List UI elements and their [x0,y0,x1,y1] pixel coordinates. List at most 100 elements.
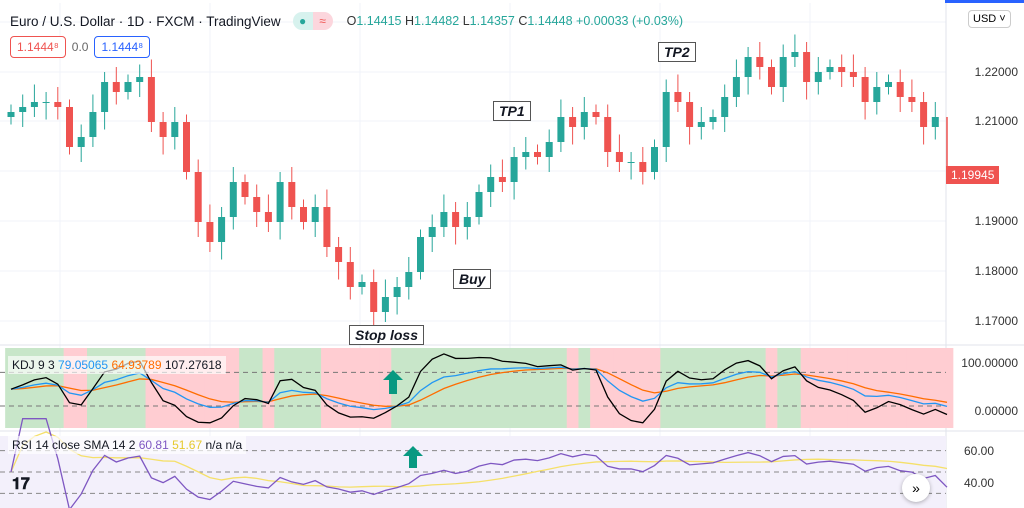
candle-body [440,212,448,227]
candle-body [803,52,811,82]
candle-body [89,112,97,137]
kdj-bg-zone [789,348,802,428]
kdj-bg-zone [777,348,790,428]
sell-button[interactable]: 1.1444⁸ [10,36,66,58]
candle-body [19,107,27,112]
kdj-bg-zone [250,348,264,428]
kdj-bg-zone [835,348,849,428]
candle-body [721,97,729,117]
kdj-bg-zone [824,348,837,428]
trade-buttons: 1.1444⁸ 0.0 1.1444⁸ [10,36,151,58]
candle-body [861,77,869,102]
currency-select[interactable]: USD ˅ [968,10,1011,28]
candle-body [838,67,846,72]
kdj-bg-zone [508,348,521,428]
candle-body [744,57,752,77]
candle-body [300,207,307,222]
kdj-bg-zone [519,348,533,428]
kdj-bg-zone [367,348,381,428]
status-icon: ≈ [312,12,333,30]
kdj-bg-zone [894,348,907,428]
candle-body [54,102,62,107]
candle-body [873,87,881,102]
kdj-tick: 0.00000 [974,404,1018,418]
kdj-bg-zone [906,348,919,428]
kdj-bg-zone [765,348,778,428]
tp2-label[interactable]: TP2 [658,42,696,62]
candle-body [194,172,202,222]
candle-body [475,192,483,217]
kdj-bg-zone [636,348,650,428]
kdj-bg-zone [274,348,287,428]
kdj-bg-zone [227,348,240,428]
buy-button[interactable]: 1.1444⁸ [94,36,151,58]
kdj-bg-zone [531,348,544,428]
stop-loss-label[interactable]: Stop loss [349,325,425,345]
candle-body [627,162,635,163]
kdj-k-line [10,366,948,411]
kdj-bg-zone [800,348,813,428]
candle-body [662,92,670,147]
kdj-bg-zone [870,348,884,428]
candle-body [183,122,190,172]
rsi-line [10,418,948,508]
candle-body [814,72,822,82]
candle-body [732,77,740,97]
kdj-bg-zone [426,348,439,428]
top-accent [945,0,1024,3]
candle-body [896,82,904,97]
kdj-bg-zone [695,348,708,428]
kdj-bg-zone [882,348,895,428]
kdj-bg-zone [648,348,661,428]
candle-body [522,152,530,157]
candle-body [920,102,928,127]
candle-body [580,112,588,127]
kdj-bg-zone [285,348,299,428]
arrow-up-icon [383,370,403,394]
kdj-bg-zone [332,348,345,428]
kdj-bg-zone [718,348,732,428]
symbol-title[interactable]: Euro / U.S. Dollar · 1D · FXCM · Trading… [10,13,281,29]
kdj-bg-zone [941,348,954,428]
candle-body [218,217,226,242]
candle-body [101,82,109,112]
kdj-bg-zone [847,348,860,428]
candle-body [709,117,717,122]
kdj-legend[interactable]: KDJ 9 3 79.05065 64.93789 107.27618 [8,356,226,374]
candle-body [849,72,857,77]
spread: 0.0 [71,40,89,54]
candle-body [171,122,179,137]
tp1-label[interactable]: TP1 [493,101,531,121]
kdj-bg-zone [239,348,252,428]
y-tick: 1.21000 [974,114,1018,128]
candle-body [311,207,319,222]
kdj-bg-zone [917,348,930,428]
candle-body [908,97,916,102]
buy-label[interactable]: Buy [453,269,492,289]
candle-body [358,282,366,287]
kdj-bg-zone [929,348,942,428]
candle-body [604,117,612,152]
market-status[interactable]: ● ≈ [292,12,333,30]
rsi-tick: 60.00 [963,444,994,458]
kdj-bg-zone [707,348,720,428]
kdj-bg-zone [473,348,486,428]
candle-body [42,102,50,103]
candle-body [136,77,144,82]
candle-body [147,77,155,122]
rsi-legend[interactable]: RSI 14 close SMA 14 2 60.81 51.67 n/a n/… [8,436,247,454]
rsi-tick: 40.00 [963,476,994,490]
candle-body [264,212,272,222]
candle-body [241,182,249,197]
candle-body [779,57,787,87]
kdj-bg-zone [753,348,767,428]
tradingview-logo-icon[interactable]: 𝟏𝟕 [12,476,30,493]
candle-body [124,82,132,92]
kdj-bg-zone [543,348,556,428]
arrow-up-icon [403,446,423,468]
candle-body [7,112,15,117]
scroll-to-realtime-button[interactable]: » [902,474,930,502]
candle-body [686,102,694,127]
candle-body [30,102,38,107]
